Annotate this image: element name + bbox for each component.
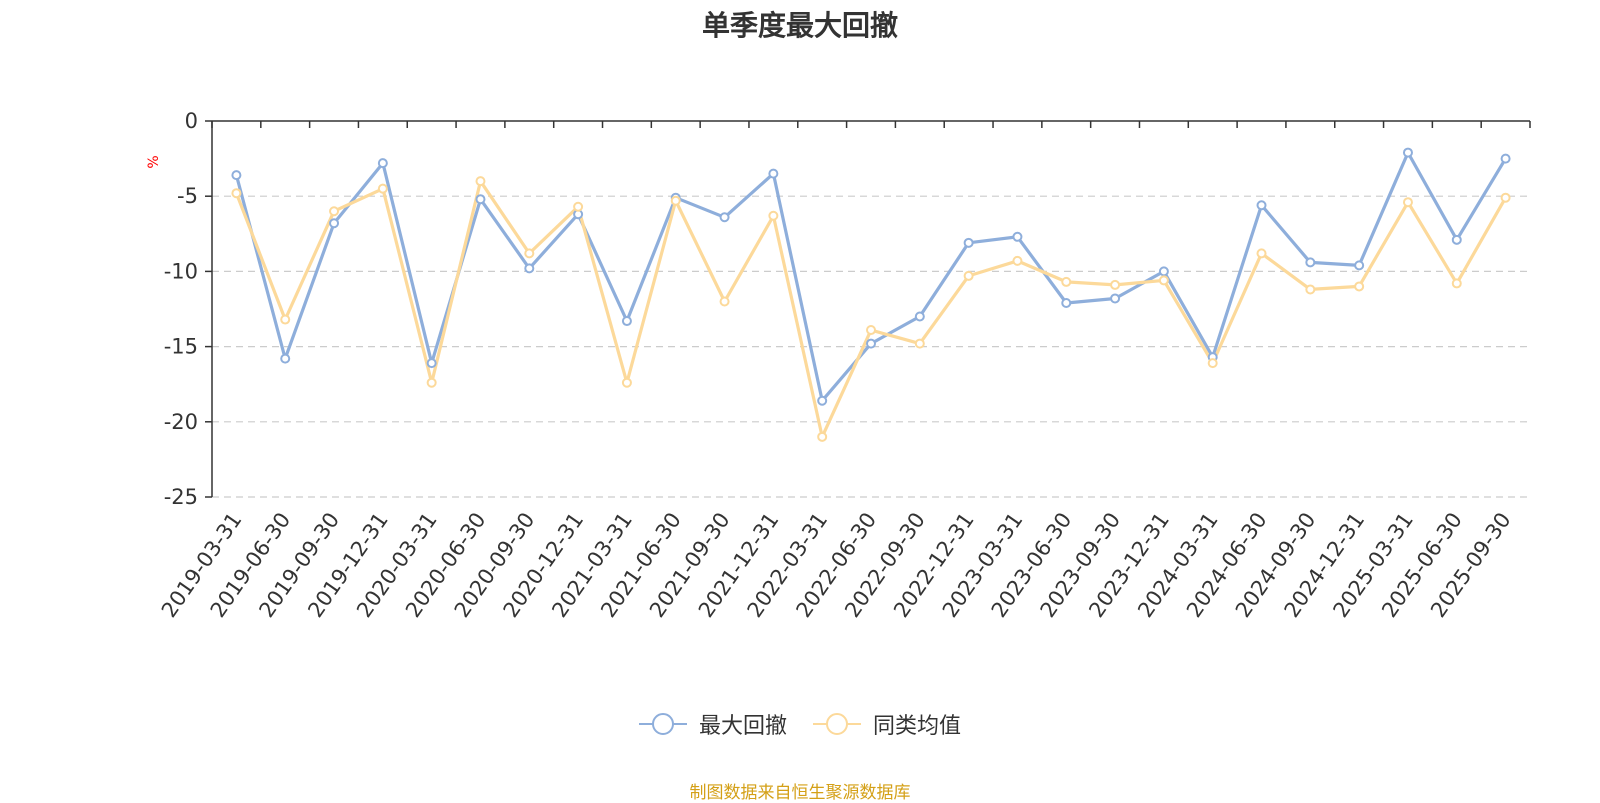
data-point-1 bbox=[377, 183, 388, 194]
data-point-1 bbox=[817, 431, 828, 442]
data-point-0 bbox=[621, 316, 632, 327]
data-point-0 bbox=[719, 212, 730, 223]
data-point-0 bbox=[475, 194, 486, 205]
data-point-1 bbox=[1207, 358, 1218, 369]
data-point-0 bbox=[1451, 234, 1462, 245]
data-point-1 bbox=[719, 296, 730, 307]
data-point-1 bbox=[524, 248, 535, 259]
series-line-1 bbox=[234, 179, 1507, 439]
data-point-1 bbox=[621, 377, 632, 388]
data-point-1 bbox=[670, 195, 681, 206]
source-note: 制图数据来自恒生聚源数据库 bbox=[689, 783, 911, 803]
data-point-0 bbox=[1110, 293, 1121, 304]
data-point-1 bbox=[914, 338, 925, 349]
legend-item-max-drawdown[interactable]: 最大回撤 bbox=[638, 708, 787, 740]
data-point-1 bbox=[573, 201, 584, 212]
legend-marker-peer-average bbox=[813, 713, 861, 735]
data-point-0 bbox=[426, 358, 437, 369]
data-point-1 bbox=[426, 377, 437, 388]
data-point-1 bbox=[1354, 281, 1365, 292]
data-point-1 bbox=[475, 176, 486, 187]
axes bbox=[205, 120, 1531, 498]
legend-item-peer-average[interactable]: 同类均值 bbox=[813, 708, 961, 740]
data-point-0 bbox=[1402, 147, 1413, 158]
legend-marker-max-drawdown bbox=[638, 713, 687, 735]
data-point-0 bbox=[524, 263, 535, 274]
data-point-1 bbox=[1305, 284, 1316, 295]
data-point-0 bbox=[914, 311, 925, 322]
data-point-1 bbox=[329, 206, 340, 217]
data-point-0 bbox=[1354, 260, 1365, 271]
legend: 最大回撤 同类均值 bbox=[0, 708, 1600, 740]
tick-labels: 0-5-10-15-20-252019-03-312019-06-302019-… bbox=[146, 109, 1516, 622]
y-tick-label: -20 bbox=[164, 410, 198, 434]
data-point-1 bbox=[1256, 248, 1267, 259]
series-lines bbox=[231, 147, 1511, 442]
data-point-0 bbox=[1158, 266, 1169, 277]
data-point-0 bbox=[231, 170, 242, 181]
data-point-0 bbox=[1012, 231, 1023, 242]
data-point-1 bbox=[280, 314, 291, 325]
data-point-1 bbox=[866, 325, 876, 336]
data-point-0 bbox=[280, 353, 291, 364]
y-tick-label: -10 bbox=[164, 259, 198, 283]
data-point-0 bbox=[1500, 153, 1511, 164]
data-point-1 bbox=[1451, 278, 1462, 289]
data-point-1 bbox=[1500, 192, 1511, 203]
data-point-1 bbox=[963, 270, 974, 281]
chart-title: 单季度最大回撤 bbox=[701, 9, 898, 42]
y-axis-label: % bbox=[146, 155, 162, 168]
legend-label-peer-average: 同类均值 bbox=[873, 714, 962, 739]
data-point-1 bbox=[1110, 279, 1121, 290]
data-point-1 bbox=[1061, 276, 1072, 287]
y-tick-label: 0 bbox=[185, 109, 198, 133]
data-point-0 bbox=[817, 395, 828, 406]
data-point-1 bbox=[1402, 197, 1413, 208]
data-point-0 bbox=[329, 218, 340, 229]
y-tick-label: -15 bbox=[164, 335, 198, 359]
gridlines bbox=[212, 195, 1530, 498]
data-point-1 bbox=[768, 210, 779, 221]
data-point-0 bbox=[866, 338, 876, 349]
data-point-0 bbox=[768, 168, 779, 179]
y-tick-label: -5 bbox=[177, 184, 198, 208]
legend-label-max-drawdown: 最大回撤 bbox=[698, 714, 787, 739]
data-point-0 bbox=[377, 158, 388, 169]
data-point-0 bbox=[963, 237, 974, 248]
data-point-1 bbox=[1158, 275, 1169, 286]
y-tick-label: -25 bbox=[164, 485, 198, 509]
data-point-0 bbox=[1305, 257, 1316, 268]
data-point-0 bbox=[1061, 297, 1072, 308]
data-point-1 bbox=[231, 188, 242, 199]
data-point-0 bbox=[1256, 200, 1267, 211]
data-point-1 bbox=[1012, 255, 1023, 266]
